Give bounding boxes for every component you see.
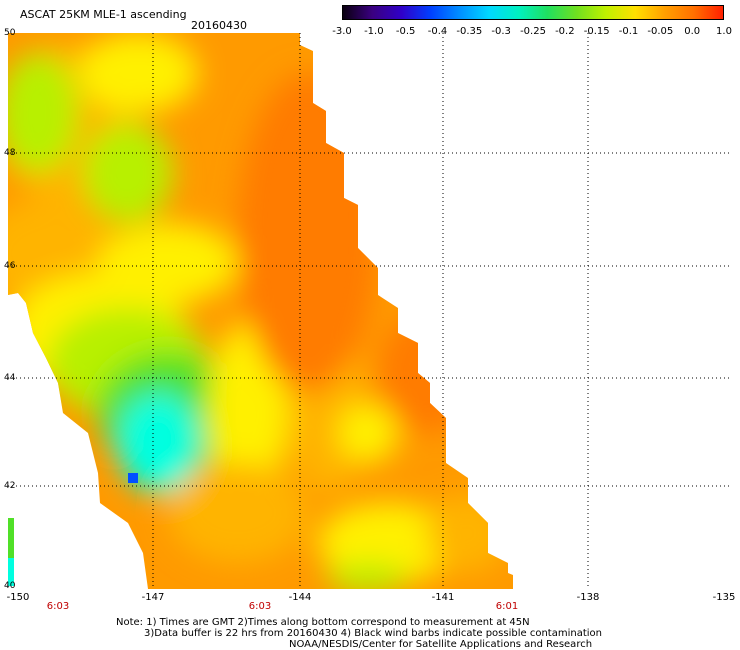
longitude-label: -141 <box>431 592 455 603</box>
latitude-label: 44 <box>4 373 16 383</box>
color-scale-tick-label: -0.35 <box>456 26 483 37</box>
pass-time-label: 6:01 <box>495 601 519 612</box>
swath-blue-cell <box>128 473 138 483</box>
longitude-label: -138 <box>576 592 600 603</box>
longitude-label: -135 <box>712 592 736 603</box>
color-scale-tick-label: -0.25 <box>520 26 546 37</box>
color-scale-tick-label: -0.15 <box>583 26 610 37</box>
edge-strip-green <box>8 518 14 558</box>
color-scale-tick-label: -1.0 <box>364 26 384 37</box>
swath-patches <box>8 33 508 589</box>
note-line-3: NOAA/NESDIS/Center for Satellite Applica… <box>289 639 593 650</box>
latitude-label: 40 <box>4 581 16 591</box>
color-scale-tick-label: -0.4 <box>427 26 448 37</box>
longitude-label: -144 <box>288 592 312 603</box>
color-scale-tick-label: -0.3 <box>491 26 511 37</box>
map-title: ASCAT 25KM MLE-1 ascending <box>20 8 187 21</box>
color-scale-tick-label: 0.0 <box>684 26 701 37</box>
color-scale-tick-label: -0.5 <box>395 26 416 37</box>
latitude-label: 48 <box>4 148 16 158</box>
latitude-label: 42 <box>4 481 16 491</box>
graticule <box>8 33 732 589</box>
map-date: 20160430 <box>191 19 247 32</box>
color-scale-tick-label: 1.0 <box>716 26 732 37</box>
pass-time-label: 6:03 <box>46 601 70 612</box>
color-scale-tick-label: -0.2 <box>555 26 575 37</box>
latitude-label: 50 <box>4 28 16 38</box>
longitude-label: -147 <box>141 592 165 603</box>
pass-time-label: 6:03 <box>248 601 272 612</box>
color-scale-tick-label: -0.1 <box>618 26 639 37</box>
color-scale-tick-label: -0.05 <box>647 26 674 37</box>
color-scale-bar <box>342 5 724 20</box>
latitude-label: 46 <box>4 261 16 271</box>
wind-swath <box>8 33 513 589</box>
wind-map-plot <box>8 33 732 589</box>
note-line-1: Note: 1) Times are GMT 2)Times along bot… <box>116 617 530 628</box>
color-scale-tick-label: -3.0 <box>332 26 352 37</box>
note-line-2: 3)Data buffer is 22 hrs from 20160430 4)… <box>144 628 602 639</box>
longitude-label: -150 <box>6 592 30 603</box>
edge-strip-cyan <box>8 558 14 586</box>
